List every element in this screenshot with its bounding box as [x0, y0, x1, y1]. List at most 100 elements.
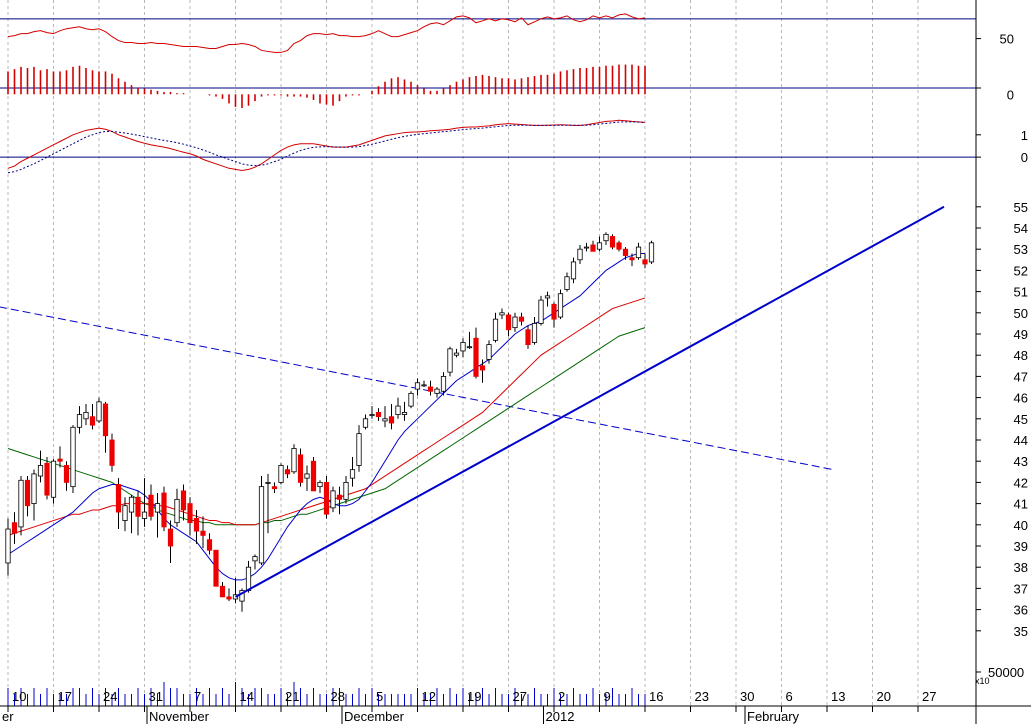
- candle-up: [512, 316, 518, 329]
- candle-up: [154, 503, 161, 513]
- candle-down: [206, 539, 213, 551]
- candle-up: [557, 293, 564, 318]
- candle-up: [122, 505, 128, 521]
- candle-up: [466, 346, 473, 349]
- candle-up: [648, 242, 655, 263]
- price-tick-label: 40: [1014, 518, 1028, 533]
- candle-up: [362, 418, 369, 428]
- candle-up: [252, 556, 258, 562]
- candle-up: [603, 233, 609, 242]
- month-label: er: [2, 709, 14, 724]
- candle-up: [278, 465, 284, 483]
- candle-up: [564, 276, 570, 290]
- date-tick-label: 23: [695, 689, 709, 704]
- candle-up: [395, 405, 401, 415]
- price-tick-label: 41: [1014, 497, 1028, 512]
- candle-up: [5, 528, 11, 564]
- histogram-panel: [0, 64, 976, 108]
- candle-up: [577, 248, 583, 261]
- date-tick-label: 14: [240, 689, 254, 704]
- date-tick-label: 20: [877, 689, 891, 704]
- vertical-gridlines: [7, 0, 919, 706]
- candle-down: [193, 518, 200, 532]
- date-tick-label: 7: [194, 689, 201, 704]
- candle-down: [284, 469, 291, 475]
- candle-up: [453, 352, 460, 356]
- price-tick-label: 53: [1014, 242, 1028, 257]
- price-tick-label: 45: [1014, 412, 1028, 427]
- candle-up: [538, 299, 544, 324]
- candle-up: [330, 490, 336, 509]
- candle-up: [31, 473, 37, 505]
- macd-tick-label: 1: [1021, 128, 1028, 143]
- volume-panel: [7, 682, 646, 706]
- candle-down: [479, 365, 486, 371]
- date-tick-label: 24: [103, 689, 117, 704]
- candle-up: [343, 481, 349, 500]
- date-tick-label: 2: [558, 689, 565, 704]
- candle-up: [304, 473, 310, 479]
- volume-axis-label: 50000: [988, 665, 1024, 680]
- candle-up: [447, 348, 453, 373]
- oscillator-panel: [0, 13, 976, 53]
- candle-down: [226, 596, 232, 600]
- candle-down: [642, 259, 648, 265]
- candle-down: [167, 528, 174, 547]
- candle-down: [115, 484, 122, 513]
- candle-up: [434, 388, 440, 394]
- candle-up: [382, 418, 388, 422]
- candle-down: [375, 412, 382, 418]
- candle-up: [70, 426, 76, 488]
- candle-up: [258, 486, 265, 564]
- date-tick-label: 19: [467, 689, 481, 704]
- candle-up: [531, 322, 538, 343]
- candle-up: [544, 295, 551, 299]
- candle-down: [187, 503, 193, 524]
- candle-up: [83, 412, 89, 420]
- date-tick-label: 16: [649, 689, 663, 704]
- candle-down: [336, 494, 343, 500]
- candle-down: [427, 386, 434, 392]
- month-label: November: [149, 709, 210, 724]
- date-tick-label: 9: [604, 689, 611, 704]
- price-axis: 50 0 0 1 35 36 37 38 39 40 41 42 43 44 45 46 47 48 49 50 51 5…: [975, 0, 1028, 724]
- macd-tick-label: 0: [1021, 150, 1028, 165]
- candle-down: [518, 316, 525, 322]
- month-label: February: [747, 709, 800, 724]
- candle-down: [63, 465, 70, 483]
- candle-up: [128, 496, 135, 513]
- candle-up: [440, 375, 447, 392]
- date-tick-label: 6: [786, 689, 793, 704]
- candle-down: [505, 314, 512, 331]
- candle-up: [583, 246, 590, 249]
- candle-up: [239, 590, 245, 602]
- date-tick-label: 30: [740, 689, 754, 704]
- date-tick-label: 17: [58, 689, 72, 704]
- candle-up: [96, 401, 102, 422]
- candle-down: [219, 585, 226, 598]
- candle-down: [551, 303, 557, 320]
- candle-up: [174, 498, 180, 524]
- candle-down: [109, 439, 115, 466]
- price-tick-label: 47: [1014, 369, 1028, 384]
- candle-up: [414, 382, 421, 390]
- candle-down: [161, 492, 167, 528]
- candle-up: [486, 344, 492, 360]
- macd-signal-line: [7, 121, 646, 174]
- candle-down: [44, 462, 50, 496]
- oscillator-line: [7, 13, 646, 53]
- candle-down: [213, 549, 219, 587]
- price-tick-label: 37: [1014, 581, 1028, 596]
- candle-down: [473, 337, 479, 377]
- price-panel: [0, 205, 945, 612]
- candle-up: [245, 566, 252, 591]
- candle-down: [271, 486, 278, 490]
- candle-up: [492, 318, 499, 341]
- candle-down: [89, 416, 96, 426]
- price-tick-label: 36: [1014, 603, 1028, 618]
- date-tick-label: 31: [149, 689, 163, 704]
- price-tick-label: 54: [1014, 221, 1028, 236]
- price-tick-label: 46: [1014, 391, 1028, 406]
- candle-up: [499, 312, 505, 316]
- candle-down: [616, 242, 622, 250]
